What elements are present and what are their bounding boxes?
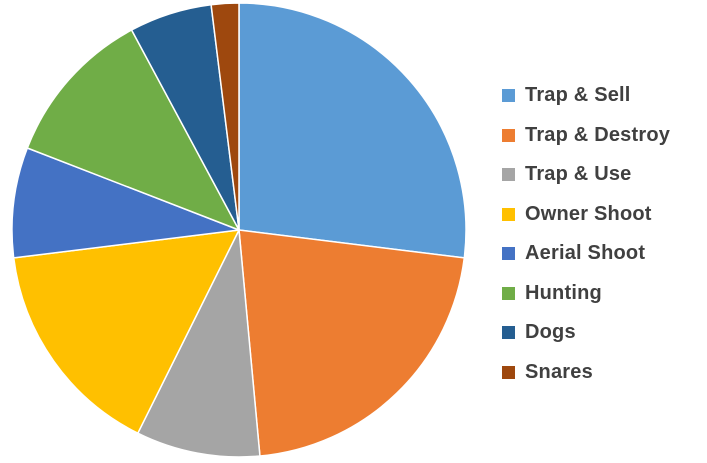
legend-swatch [502,207,515,221]
legend-item-dogs: Dogs [502,313,670,353]
legend-swatch [502,89,515,103]
legend-item-trap-and-destroy: Trap & Destroy [502,116,670,156]
legend-label: Trap & Destroy [525,123,671,146]
legend-swatch [502,365,515,379]
pie-slice-aerial-shoot [11,147,240,259]
legend-item-snares: Snares [502,353,670,393]
legend-swatch [502,247,515,261]
legend-swatch [502,168,515,182]
legend-label: Owner Shoot [525,202,652,225]
legend-item-owner-shoot: Owner Shoot [502,195,670,235]
legend-item-trap-and-use: Trap & Use [502,155,670,195]
legend-label: Aerial Shoot [525,242,646,265]
legend-item-trap-and-sell: Trap & Sell [502,76,670,116]
pie-slice-trap-and-use [137,229,261,458]
pie-slice-trap-and-sell [238,2,467,259]
chart-legend: Trap & Sell Trap & Destroy Trap & Use Owner… [502,76,670,392]
pie-slice-hunting [26,29,240,231]
legend-swatch [502,286,515,300]
pie-slice-owner-shoot [12,229,240,434]
legend-item-hunting: Hunting [502,274,670,314]
legend-item-aerial-shoot: Aerial Shoot [502,234,670,274]
legend-label: Trap & Sell [525,84,631,107]
legend-swatch [502,326,515,340]
pie-slice-snares [210,2,240,231]
legend-label: Snares [525,360,593,383]
legend-label: Dogs [525,321,576,344]
legend-label: Trap & Use [525,163,632,186]
legend-swatch [502,128,515,142]
pie-slice-trap-and-destroy [238,229,466,457]
legend-label: Hunting [525,281,602,304]
